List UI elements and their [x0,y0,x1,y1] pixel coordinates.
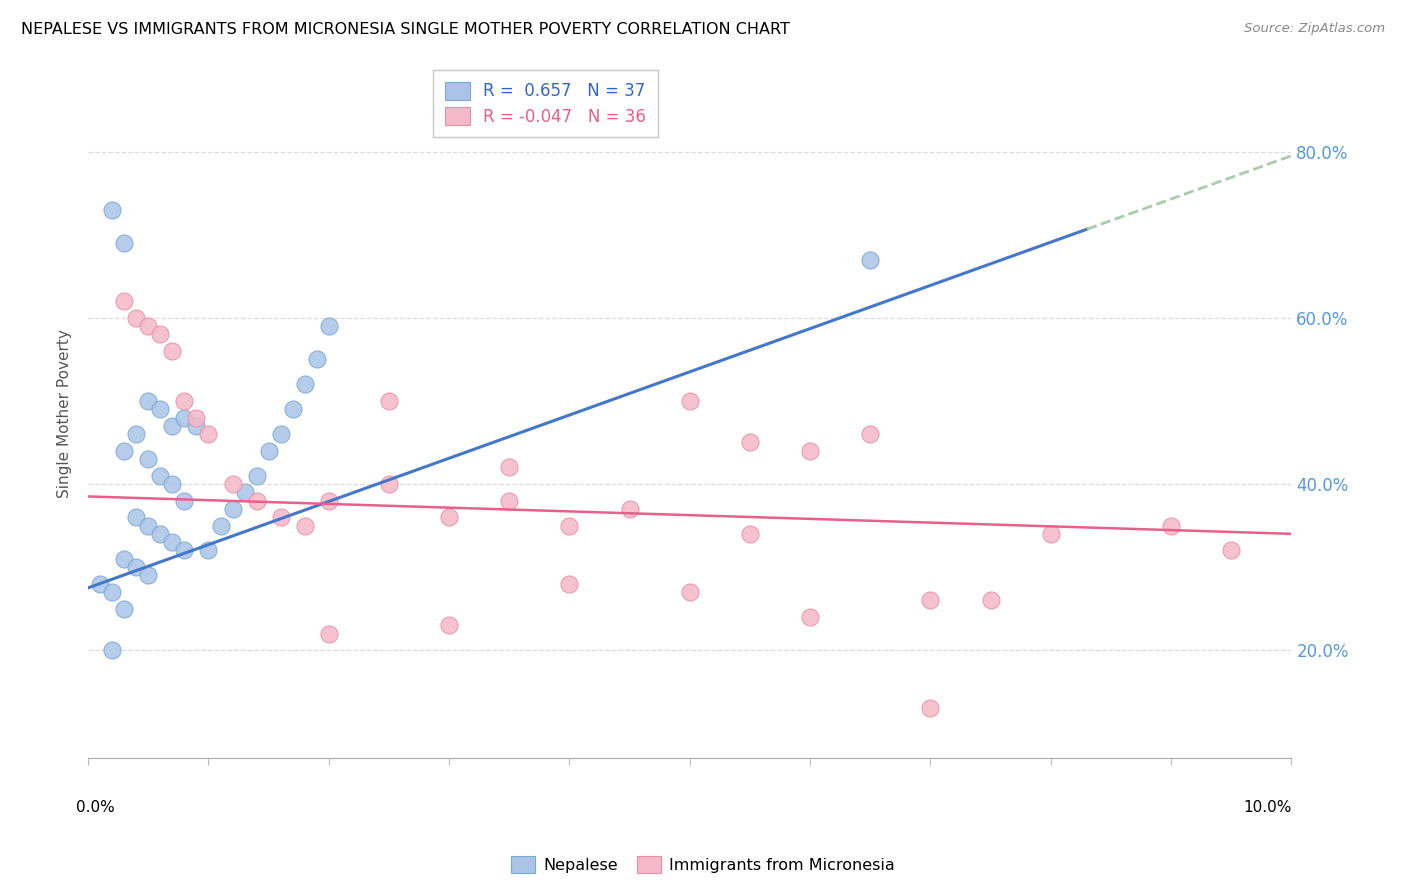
Point [281,402,304,417]
Point [136,518,159,533]
Point [920,701,942,715]
Point [859,252,882,267]
Point [209,518,232,533]
Point [246,493,269,508]
Point [498,460,520,475]
Point [437,618,460,632]
Point [318,319,340,334]
Text: NEPALESE VS IMMIGRANTS FROM MICRONESIA SINGLE MOTHER POVERTY CORRELATION CHART: NEPALESE VS IMMIGRANTS FROM MICRONESIA S… [21,22,790,37]
Point [162,477,184,491]
Point [378,477,401,491]
Point [125,310,148,325]
Point [437,510,460,524]
Point [149,526,172,541]
Point [980,593,1002,607]
Text: Source: ZipAtlas.com: Source: ZipAtlas.com [1244,22,1385,36]
Point [112,443,135,458]
Point [89,576,111,591]
Point [799,610,821,624]
Point [920,593,942,607]
Point [294,518,316,533]
Legend: Nepalese, Immigrants from Micronesia: Nepalese, Immigrants from Micronesia [505,849,901,880]
Point [738,526,761,541]
Point [149,468,172,483]
Point [149,402,172,417]
Point [498,493,520,508]
Point [221,477,243,491]
Point [1220,543,1243,558]
Point [378,393,401,408]
Point [1039,526,1062,541]
Point [112,601,135,615]
Y-axis label: Single Mother Poverty: Single Mother Poverty [58,329,72,498]
Point [125,560,148,574]
Point [318,626,340,640]
Point [136,319,159,334]
Point [112,551,135,566]
Point [233,485,256,500]
Point [257,443,280,458]
Point [270,510,292,524]
Point [173,493,195,508]
Point [149,327,172,342]
Point [162,344,184,359]
Point [101,202,124,217]
Point [112,235,135,250]
Point [125,427,148,442]
Point [173,543,195,558]
Point [173,393,195,408]
Point [799,443,821,458]
Point [136,393,159,408]
Point [305,352,328,367]
Point [162,418,184,433]
Point [186,418,208,433]
Point [558,518,581,533]
Point [1160,518,1182,533]
Point [162,535,184,549]
Point [270,427,292,442]
Point [186,410,208,425]
Point [558,576,581,591]
Point [318,493,340,508]
Point [125,510,148,524]
Point [173,410,195,425]
Point [294,377,316,392]
Point [136,452,159,467]
Legend: R =  0.657   N = 37, R = -0.047   N = 36: R = 0.657 N = 37, R = -0.047 N = 36 [433,70,658,137]
Point [738,435,761,450]
Point [679,393,702,408]
Point [619,502,641,516]
Point [136,568,159,582]
Point [197,427,219,442]
Point [679,585,702,599]
Point [101,643,124,657]
Point [221,502,243,516]
Point [859,427,882,442]
Point [101,585,124,599]
Point [197,543,219,558]
Point [112,294,135,309]
Text: 0.0%: 0.0% [76,800,115,814]
Point [246,468,269,483]
Text: 10.0%: 10.0% [1243,800,1292,814]
